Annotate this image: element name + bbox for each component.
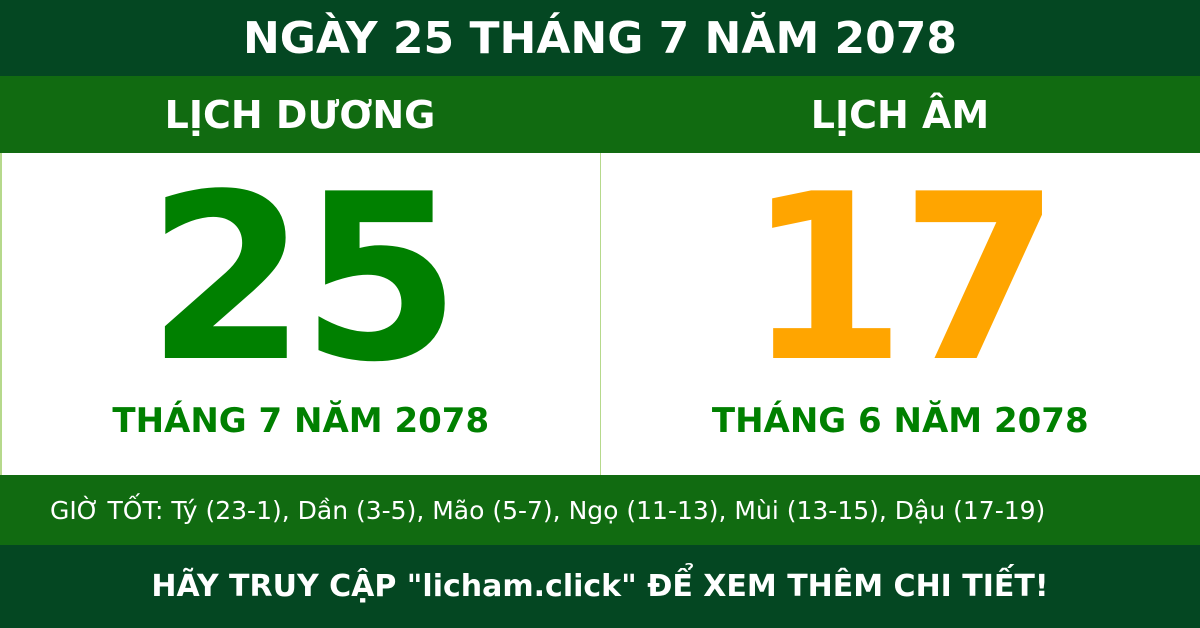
footer-cta-text: HÃY TRUY CẬP "licham.click" ĐỂ XEM THÊM …	[151, 569, 1049, 604]
good-hours-text: GIỜ TỐT: Tý (23-1), Dần (3-5), Mão (5-7)…	[50, 495, 1046, 525]
lunar-day: 17	[746, 146, 1060, 413]
lunar-calendar-label: LỊCH ÂM	[810, 92, 990, 137]
column-headers: LỊCH DƯƠNG LỊCH ÂM	[0, 76, 1200, 153]
title-text: NGÀY 25 THÁNG 7 NĂM 2078	[242, 12, 958, 64]
lunar-panel: 17 THÁNG 6 NĂM 2078	[599, 146, 1200, 475]
good-hours: GIỜ TỐT: Tý (23-1), Dần (3-5), Mão (5-7)…	[0, 475, 1200, 545]
solar-month-year: THÁNG 7 NĂM 2078	[112, 401, 490, 441]
solar-day: 25	[146, 146, 461, 413]
page-title: NGÀY 25 THÁNG 7 NĂM 2078	[0, 0, 1200, 76]
solar-calendar-label: LỊCH DƯƠNG	[164, 92, 436, 137]
lunar-month-year: THÁNG 6 NĂM 2078	[711, 401, 1089, 441]
footer-cta: HÃY TRUY CẬP "licham.click" ĐỂ XEM THÊM …	[0, 545, 1200, 628]
date-panels: 25 THÁNG 7 NĂM 2078 17 THÁNG 6 NĂM 2078	[0, 153, 1200, 475]
solar-panel: 25 THÁNG 7 NĂM 2078	[0, 153, 600, 475]
